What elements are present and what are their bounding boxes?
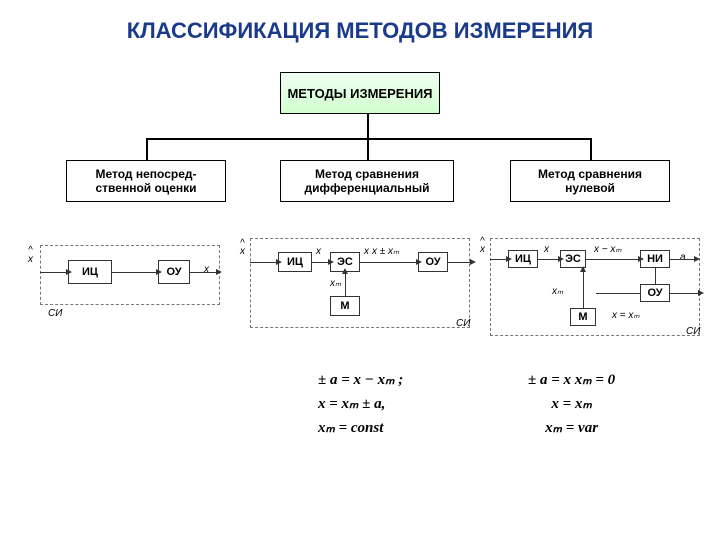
d3-ic: ИЦ [508, 250, 538, 268]
d2-ic: ИЦ [278, 252, 312, 272]
d3-a: a [680, 252, 686, 263]
category-box-2: Метод сравнения нулевой [510, 160, 670, 202]
d1-ou: ОУ [158, 260, 190, 284]
d2-xxm: x ± xₘ [372, 246, 399, 257]
d1-xout: x [204, 264, 209, 275]
d1-xhat: ^ [28, 245, 33, 256]
page-title: КЛАССИФИКАЦИЯ МЕТОДОВ ИЗМЕРЕНИЯ [0, 0, 720, 44]
d2-xm: xₘ [330, 278, 341, 289]
d1-ic: ИЦ [68, 260, 112, 284]
d2-x1: x [316, 246, 321, 257]
d2-x2: x [364, 246, 369, 257]
d3-xeqxm: x = xₘ [612, 310, 640, 321]
d3-xxm: x − xₘ [594, 244, 622, 255]
d3-si: СИ [686, 326, 700, 337]
d3-ni: НИ [640, 250, 670, 268]
d3-ou: ОУ [640, 284, 670, 302]
d3-xm: xₘ [552, 286, 563, 297]
d3-x1: x [544, 244, 549, 255]
equations-diff: ± a = x − xₘ ;x = xₘ ± a,xₘ = const [318, 368, 403, 440]
d2-m: М [330, 296, 360, 316]
category-box-1: Метод сравнения дифференциальный [280, 160, 454, 202]
d3-m: М [570, 308, 596, 326]
d2-si: СИ [456, 318, 470, 329]
d2-ou: ОУ [418, 252, 448, 272]
d3-xhat: ^ [480, 236, 485, 247]
category-box-0: Метод непосред- ственной оценки [66, 160, 226, 202]
equations-null: ± a = x xₘ = 0x = xₘxₘ = var [528, 368, 615, 440]
root-box: МЕТОДЫ ИЗМЕРЕНИЯ [280, 72, 440, 114]
d2-xhat: ^ [240, 238, 245, 249]
d1-si: СИ [48, 308, 62, 319]
